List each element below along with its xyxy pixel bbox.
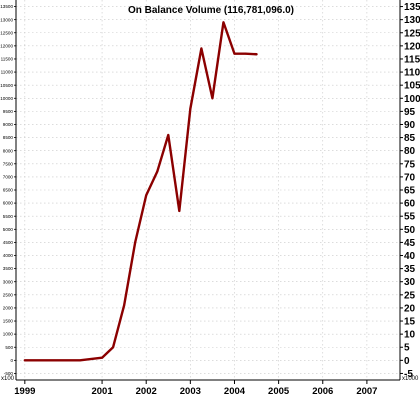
obv-data-point — [123, 304, 126, 307]
obv-series-line — [23, 21, 258, 362]
left-tick-label: 9000 — [3, 122, 14, 127]
right-tick-label: 40 — [404, 251, 416, 262]
right-tick-label: 5 — [404, 343, 410, 354]
obv-data-point — [79, 359, 81, 362]
right-tick-label: 45 — [404, 238, 416, 249]
right-tick-label: 65 — [404, 186, 416, 197]
x-tick-label: 2007 — [356, 386, 377, 397]
x-tick-label: 2004 — [224, 386, 246, 397]
x-tick-label: 2001 — [91, 386, 113, 397]
right-tick-label: 120 — [404, 41, 420, 52]
left-axis-ticks: -500 0 500 1000 1500 2000 2500 3000 3500 4000 4500… — [0, 4, 16, 376]
left-tick-label: 6000 — [3, 201, 14, 206]
obv-data-point — [189, 107, 192, 110]
right-tick-label: 0 — [404, 356, 410, 367]
obv-data-point — [244, 52, 247, 55]
right-tick-label: 135 — [404, 2, 420, 13]
right-tick-label: 80 — [404, 146, 416, 157]
series-layer — [23, 21, 258, 362]
left-tick-label: 4000 — [3, 253, 14, 258]
left-tick-label: 4500 — [3, 240, 14, 245]
obv-data-point — [233, 52, 236, 55]
obv-data-point — [57, 359, 59, 362]
obv-data-point — [211, 97, 214, 100]
right-tick-label: 130 — [404, 15, 420, 26]
obv-data-point — [156, 170, 159, 173]
obv-data-point — [134, 241, 137, 244]
right-tick-label: 110 — [404, 68, 420, 79]
right-tick-label: 25 — [404, 290, 416, 301]
left-tick-label: 0 — [10, 358, 13, 363]
obv-data-point — [178, 210, 181, 212]
right-tick-label: 20 — [404, 303, 416, 314]
left-tick-label: 500 — [5, 345, 13, 350]
left-tick-label: 3000 — [3, 279, 14, 284]
right-tick-label: 75 — [404, 159, 416, 170]
right-tick-label: 60 — [404, 199, 416, 210]
right-axis-ticks: -5 0 5 10 15 20 25 30 35 40 45 50 55 60 65 70 75 80 85 90 95… — [400, 2, 420, 380]
left-tick-label: 9500 — [3, 109, 14, 114]
x-axis-ticks: 1999 2001 2002 2003 2004 2005 2006 2007 — [14, 380, 377, 397]
left-unit-label: x100 — [1, 376, 15, 382]
right-tick-label: 15 — [404, 317, 416, 328]
obv-data-point — [200, 47, 203, 50]
left-tick-label: 8000 — [3, 148, 14, 153]
obv-data-point — [145, 194, 148, 197]
right-tick-label: 35 — [404, 264, 416, 275]
left-tick-label: 12500 — [0, 30, 13, 35]
right-tick-label: 90 — [404, 120, 416, 131]
obv-data-point — [255, 53, 258, 56]
right-tick-label: 55 — [404, 212, 416, 223]
right-tick-label: 100 — [404, 94, 420, 105]
right-tick-label: -5 — [404, 369, 413, 380]
right-tick-label: 115 — [404, 54, 420, 65]
right-tick-label: 30 — [404, 277, 416, 288]
right-tick-label: 125 — [404, 28, 420, 39]
left-tick-label: 8500 — [3, 135, 14, 140]
left-tick-label: 13500 — [0, 4, 13, 9]
obv-data-point — [101, 356, 103, 359]
left-tick-label: 1500 — [3, 319, 14, 324]
left-tick-label: 12000 — [0, 43, 13, 48]
obv-data-point — [222, 21, 225, 24]
right-unit-label: x1000 — [402, 376, 419, 382]
left-tick-label: 5500 — [3, 214, 14, 219]
left-tick-label: 1000 — [3, 332, 14, 337]
left-tick-label: 2500 — [3, 292, 14, 297]
right-tick-label: 10 — [404, 330, 416, 341]
left-tick-label: 7000 — [3, 174, 14, 179]
obv-data-point — [23, 359, 26, 362]
x-tick-label: 1999 — [14, 386, 35, 397]
left-tick-label: 10500 — [0, 83, 13, 88]
right-tick-label: 95 — [404, 107, 416, 118]
left-tick-label: 10000 — [0, 96, 13, 101]
left-tick-label: 13000 — [0, 17, 13, 22]
left-tick-label: 7500 — [3, 161, 14, 166]
obv-data-point — [167, 134, 170, 136]
left-tick-label: -500 — [4, 371, 14, 376]
right-tick-label: 85 — [404, 133, 416, 144]
x-tick-label: 2002 — [136, 386, 157, 397]
left-tick-label: 3500 — [3, 266, 14, 271]
grid — [16, 0, 400, 380]
left-tick-label: 5000 — [3, 227, 14, 232]
obv-data-point — [112, 346, 115, 349]
left-tick-label: 6500 — [3, 188, 14, 193]
x-tick-label: 2003 — [180, 386, 201, 397]
right-tick-label: 70 — [404, 172, 416, 183]
left-tick-label: 11500 — [1, 57, 14, 62]
x-tick-label: 2006 — [312, 386, 333, 397]
chart-title: On Balance Volume (116,781,096.0) — [128, 5, 294, 16]
right-tick-label: 50 — [404, 225, 416, 236]
left-tick-label: 2000 — [3, 306, 14, 311]
right-tick-label: 105 — [404, 81, 420, 92]
x-tick-label: 2005 — [268, 386, 290, 397]
left-tick-label: 11000 — [1, 70, 14, 75]
